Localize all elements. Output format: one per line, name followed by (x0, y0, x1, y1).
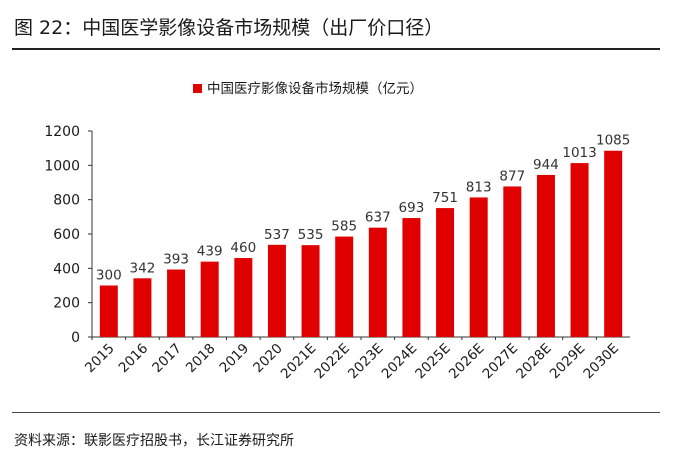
x-tick-label: 2025E (412, 341, 454, 383)
data-label: 300 (96, 268, 122, 284)
bar (536, 174, 555, 337)
y-tick-label: 0 (71, 330, 80, 346)
data-label: 585 (331, 219, 357, 235)
bar (368, 227, 387, 337)
bar (436, 208, 455, 337)
y-tick-label: 400 (53, 261, 80, 277)
data-label: 537 (264, 227, 290, 243)
bar (570, 163, 589, 337)
bar (335, 236, 354, 337)
bar (503, 186, 522, 337)
y-tick-label: 600 (53, 227, 80, 243)
bar (301, 245, 320, 337)
data-label: 439 (197, 244, 223, 260)
data-label: 813 (466, 179, 492, 195)
legend-label: 中国医疗影像设备市场规模（亿元） (207, 80, 423, 97)
bar (267, 244, 286, 337)
x-tick-label: 2022E (311, 341, 353, 383)
bar (234, 258, 253, 337)
bottom-rule (12, 412, 660, 413)
x-tick-label: 2021E (278, 341, 320, 383)
data-label: 944 (533, 157, 559, 173)
bar (99, 285, 118, 337)
bar (167, 269, 186, 337)
x-tick-label: 2026E (446, 341, 488, 383)
chart-legend: 中国医疗影像设备市场规模（亿元） (193, 80, 423, 97)
data-label: 1085 (596, 133, 630, 149)
x-tick-label: 2023E (345, 341, 387, 383)
bar (604, 150, 623, 337)
x-tick-label: 2024E (379, 341, 421, 383)
data-label: 693 (399, 200, 425, 216)
data-label: 342 (130, 260, 156, 276)
x-tick-label: 2019 (217, 341, 253, 377)
data-label: 877 (499, 168, 525, 184)
y-tick-label: 800 (53, 193, 80, 209)
legend-swatch (193, 84, 202, 93)
x-tick-label: 2027E (479, 341, 521, 383)
x-tick-label: 2015 (82, 341, 118, 377)
y-tick-label: 1200 (44, 124, 80, 140)
data-label: 535 (298, 227, 324, 243)
bar (469, 197, 488, 337)
data-label: 637 (365, 210, 391, 226)
data-label: 393 (163, 252, 189, 268)
y-tick-label: 200 (53, 296, 80, 312)
data-label: 460 (230, 240, 256, 256)
source-note: 资料来源：联影医疗招股书，长江证券研究所 (14, 433, 294, 449)
y-tick-label: 1000 (44, 158, 80, 174)
data-label: 1013 (562, 145, 596, 161)
x-tick-label: 2016 (116, 341, 152, 377)
bar (133, 278, 152, 337)
bar (200, 261, 219, 337)
title-rule (12, 48, 660, 50)
x-tick-label: 2030E (580, 341, 622, 383)
x-tick-label: 2017 (149, 341, 185, 377)
data-label: 751 (432, 190, 458, 206)
x-tick-label: 2028E (513, 341, 555, 383)
bar-chart: 中国医疗影像设备市场规模（亿元） 0 200 400 600 800 1000 1200 3… (44, 80, 630, 383)
figure-title: 图 22：中国医学影像设备市场规模（出厂价口径） (14, 17, 444, 39)
x-tick-label: 2018 (183, 341, 219, 377)
x-tick-label: 2029E (547, 341, 589, 383)
bar (402, 218, 421, 337)
